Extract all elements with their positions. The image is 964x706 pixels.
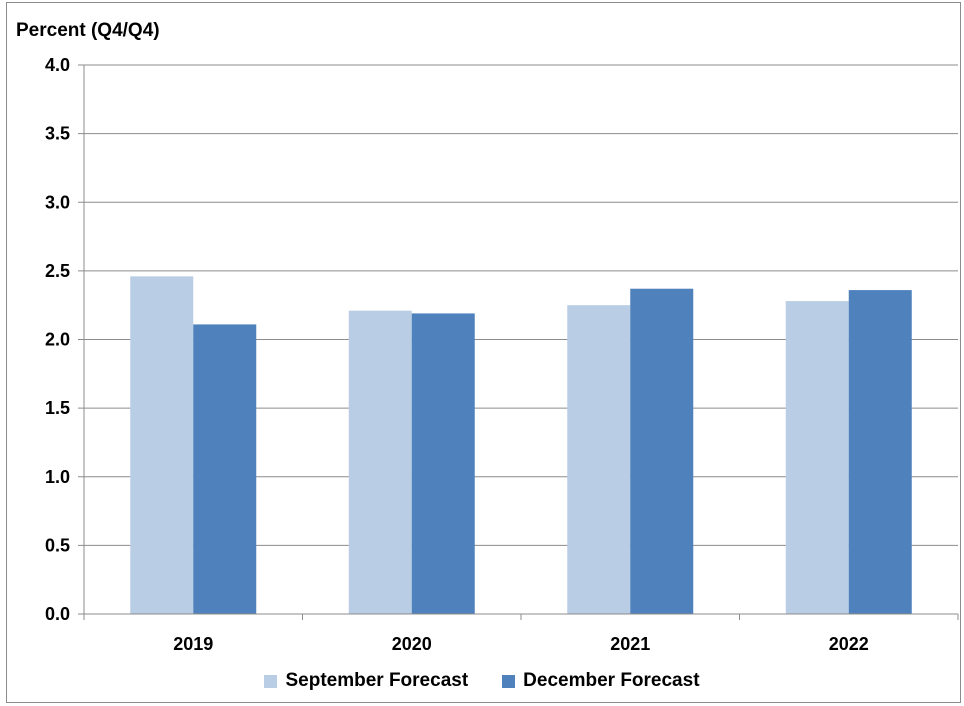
y-tick-label: 2.0 <box>45 330 70 350</box>
x-tick-label: 2021 <box>610 634 650 654</box>
bar-september-2021 <box>567 305 631 614</box>
bars <box>130 276 912 614</box>
y-tick-label: 2.5 <box>45 261 70 281</box>
bar-september-2020 <box>348 310 412 614</box>
legend: September Forecast December Forecast <box>0 670 964 692</box>
bar-september-2019 <box>130 276 194 614</box>
y-tick-label: 4.0 <box>45 55 70 75</box>
y-tick-label: 3.5 <box>45 124 70 144</box>
y-tick-label: 0.5 <box>45 535 70 555</box>
bar-september-2022 <box>785 301 849 614</box>
legend-item-september: September Forecast <box>264 670 468 692</box>
y-tick-labels: 0.0 0.5 1.0 1.5 2.0 2.5 3.0 3.5 4.0 <box>45 55 70 624</box>
x-tick-label: 2019 <box>173 634 213 654</box>
y-tick-label: 1.5 <box>45 398 70 418</box>
x-tick-label: 2020 <box>392 634 432 654</box>
legend-item-december: December Forecast <box>502 670 700 692</box>
y-tick-label: 3.0 <box>45 192 70 212</box>
y-tick-label: 0.0 <box>45 604 70 624</box>
legend-label-december: December Forecast <box>523 670 700 691</box>
bar-december-2022 <box>848 290 912 614</box>
legend-swatch-december <box>502 674 516 688</box>
bar-december-2021 <box>630 288 694 614</box>
bar-december-2020 <box>411 313 475 614</box>
bar-december-2019 <box>193 324 257 614</box>
legend-swatch-september <box>264 674 278 688</box>
x-tick-labels: 2019 2020 2021 2022 <box>173 634 869 654</box>
axes <box>78 64 959 620</box>
legend-label-september: September Forecast <box>285 670 469 691</box>
y-tick-label: 1.0 <box>45 467 70 487</box>
x-tick-label: 2022 <box>829 634 869 654</box>
y-axis-title: Percent (Q4/Q4) <box>16 20 160 41</box>
